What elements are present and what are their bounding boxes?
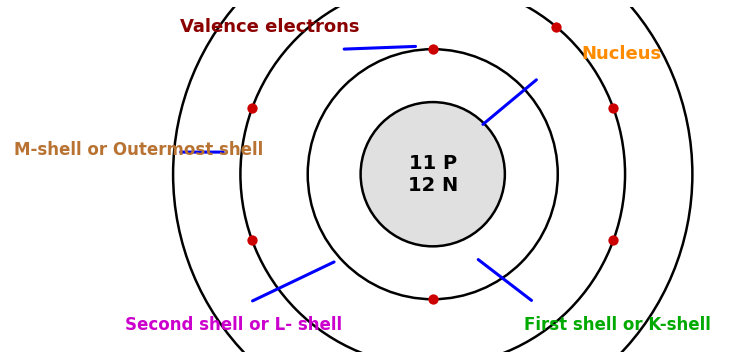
Point (427, 46, 439, 52)
Point (246, 237, 258, 243)
Text: 11 P
12 N: 11 P 12 N (408, 154, 458, 195)
Point (607, 237, 619, 243)
Text: First shell or K-shell: First shell or K-shell (524, 316, 711, 334)
Text: Valence electrons: Valence electrons (180, 18, 359, 36)
Point (427, 296, 439, 302)
Point (607, 106, 619, 111)
Text: Second shell or L- shell: Second shell or L- shell (125, 316, 342, 334)
Circle shape (361, 102, 505, 246)
Point (246, 106, 258, 111)
Text: M-shell or Outermost shell: M-shell or Outermost shell (14, 141, 264, 159)
Point (551, 24, 562, 30)
Text: Nucleus: Nucleus (582, 45, 662, 63)
